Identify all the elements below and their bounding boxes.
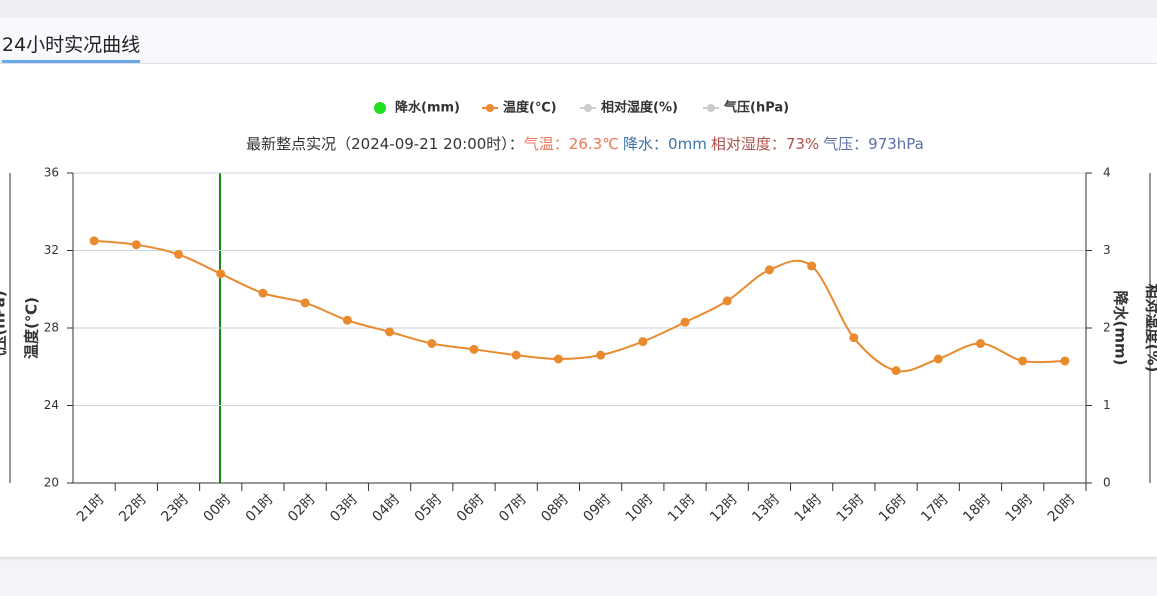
x-tick-label: 21时: [74, 491, 108, 525]
y2-tick-label: 3: [1103, 243, 1111, 257]
point: [722, 296, 732, 306]
point: [975, 339, 985, 348]
x-tick-label: 15时: [834, 491, 868, 525]
point: [300, 298, 310, 308]
y-tick-label: 32: [44, 243, 59, 257]
legend-label: 相对湿度(%): [601, 100, 678, 116]
x-tick-label: 20时: [1045, 491, 1079, 525]
x-tick-label: 03时: [327, 491, 361, 525]
point: [216, 269, 226, 279]
subtitle-item: 气压：973hPa: [823, 135, 924, 153]
point: [553, 354, 563, 364]
point: [764, 265, 774, 275]
subtitle-item: 相对湿度：73%: [711, 135, 819, 153]
point: [891, 366, 901, 376]
x-tick-label: 00时: [201, 491, 235, 525]
axis-title: 降水(mm): [1112, 291, 1130, 366]
point: [1018, 356, 1028, 366]
point: [89, 236, 99, 246]
point: [638, 337, 648, 347]
subtitle-item: 降水：0mm: [623, 135, 707, 153]
y2-tick-label: 2: [1103, 321, 1111, 335]
point: [849, 333, 859, 343]
y-tick-label: 28: [44, 321, 59, 335]
legend-marker: [486, 104, 494, 112]
x-tick-label: 13时: [749, 491, 783, 525]
axis-title: 温度(℃): [23, 297, 41, 359]
x-tick-label: 08时: [538, 491, 572, 525]
y-tick-label: 36: [44, 166, 59, 180]
point: [680, 317, 690, 327]
y-tick-label: 24: [44, 398, 59, 412]
y-tick-label: 20: [44, 476, 59, 490]
axis-title: 气压(hPa): [0, 290, 9, 366]
subtitle-item: 气温：26.3℃: [524, 135, 619, 153]
header: 24小时实况曲线: [0, 18, 1157, 64]
point: [258, 288, 268, 298]
point: [1060, 356, 1070, 366]
point: [427, 339, 437, 348]
point: [596, 350, 606, 360]
subtitle: 最新整点实况（2024-09-21 20:00时）：气温：26.3℃ 降水：0mm…: [246, 135, 924, 153]
point: [469, 344, 479, 354]
y2-tick-label: 0: [1103, 476, 1111, 490]
point: [131, 240, 141, 250]
y2-tick-label: 1: [1103, 398, 1111, 412]
y2-tick-label: 4: [1103, 166, 1111, 180]
x-tick-label: 14时: [791, 491, 825, 525]
legend-marker: [707, 104, 715, 112]
line: [94, 239, 1065, 373]
x-tick-label: 16时: [876, 491, 910, 525]
axis-title: 相对湿度(%): [1144, 284, 1157, 373]
point: [174, 249, 184, 259]
point: [385, 327, 395, 337]
legend-label: 气压(hPa): [724, 100, 789, 116]
x-tick-label: 19时: [1003, 491, 1037, 525]
legend-marker: [584, 104, 592, 112]
x-tick-label: 06时: [454, 491, 488, 525]
subtitle-prefix: 最新整点实况（2024-09-21 20:00时）：: [246, 135, 524, 153]
x-tick-label: 05时: [412, 491, 446, 525]
x-tick-label: 10时: [623, 491, 657, 525]
x-tick-label: 07时: [496, 491, 530, 525]
point: [807, 261, 817, 271]
x-tick-label: 04时: [369, 491, 403, 525]
x-tick-label: 12时: [707, 491, 741, 525]
legend-label: 降水(mm): [395, 100, 460, 116]
point: [933, 354, 943, 364]
x-tick-label: 09时: [580, 491, 614, 525]
point: [342, 315, 352, 325]
legend-marker: [374, 102, 386, 114]
x-tick-label: 02时: [285, 491, 319, 525]
x-tick-label: 11时: [665, 491, 699, 525]
x-tick-label: 01时: [243, 491, 277, 525]
x-tick-label: 17时: [918, 491, 952, 525]
card: [0, 64, 1157, 557]
legend-label: 温度(℃): [503, 100, 557, 116]
x-tick-label: 18时: [960, 491, 994, 525]
x-tick-label: 22时: [116, 491, 150, 525]
top-bar: [0, 0, 1157, 18]
point: [511, 350, 521, 360]
header-title: 24小时实况曲线: [2, 30, 141, 63]
x-tick-label: 23时: [158, 491, 192, 525]
